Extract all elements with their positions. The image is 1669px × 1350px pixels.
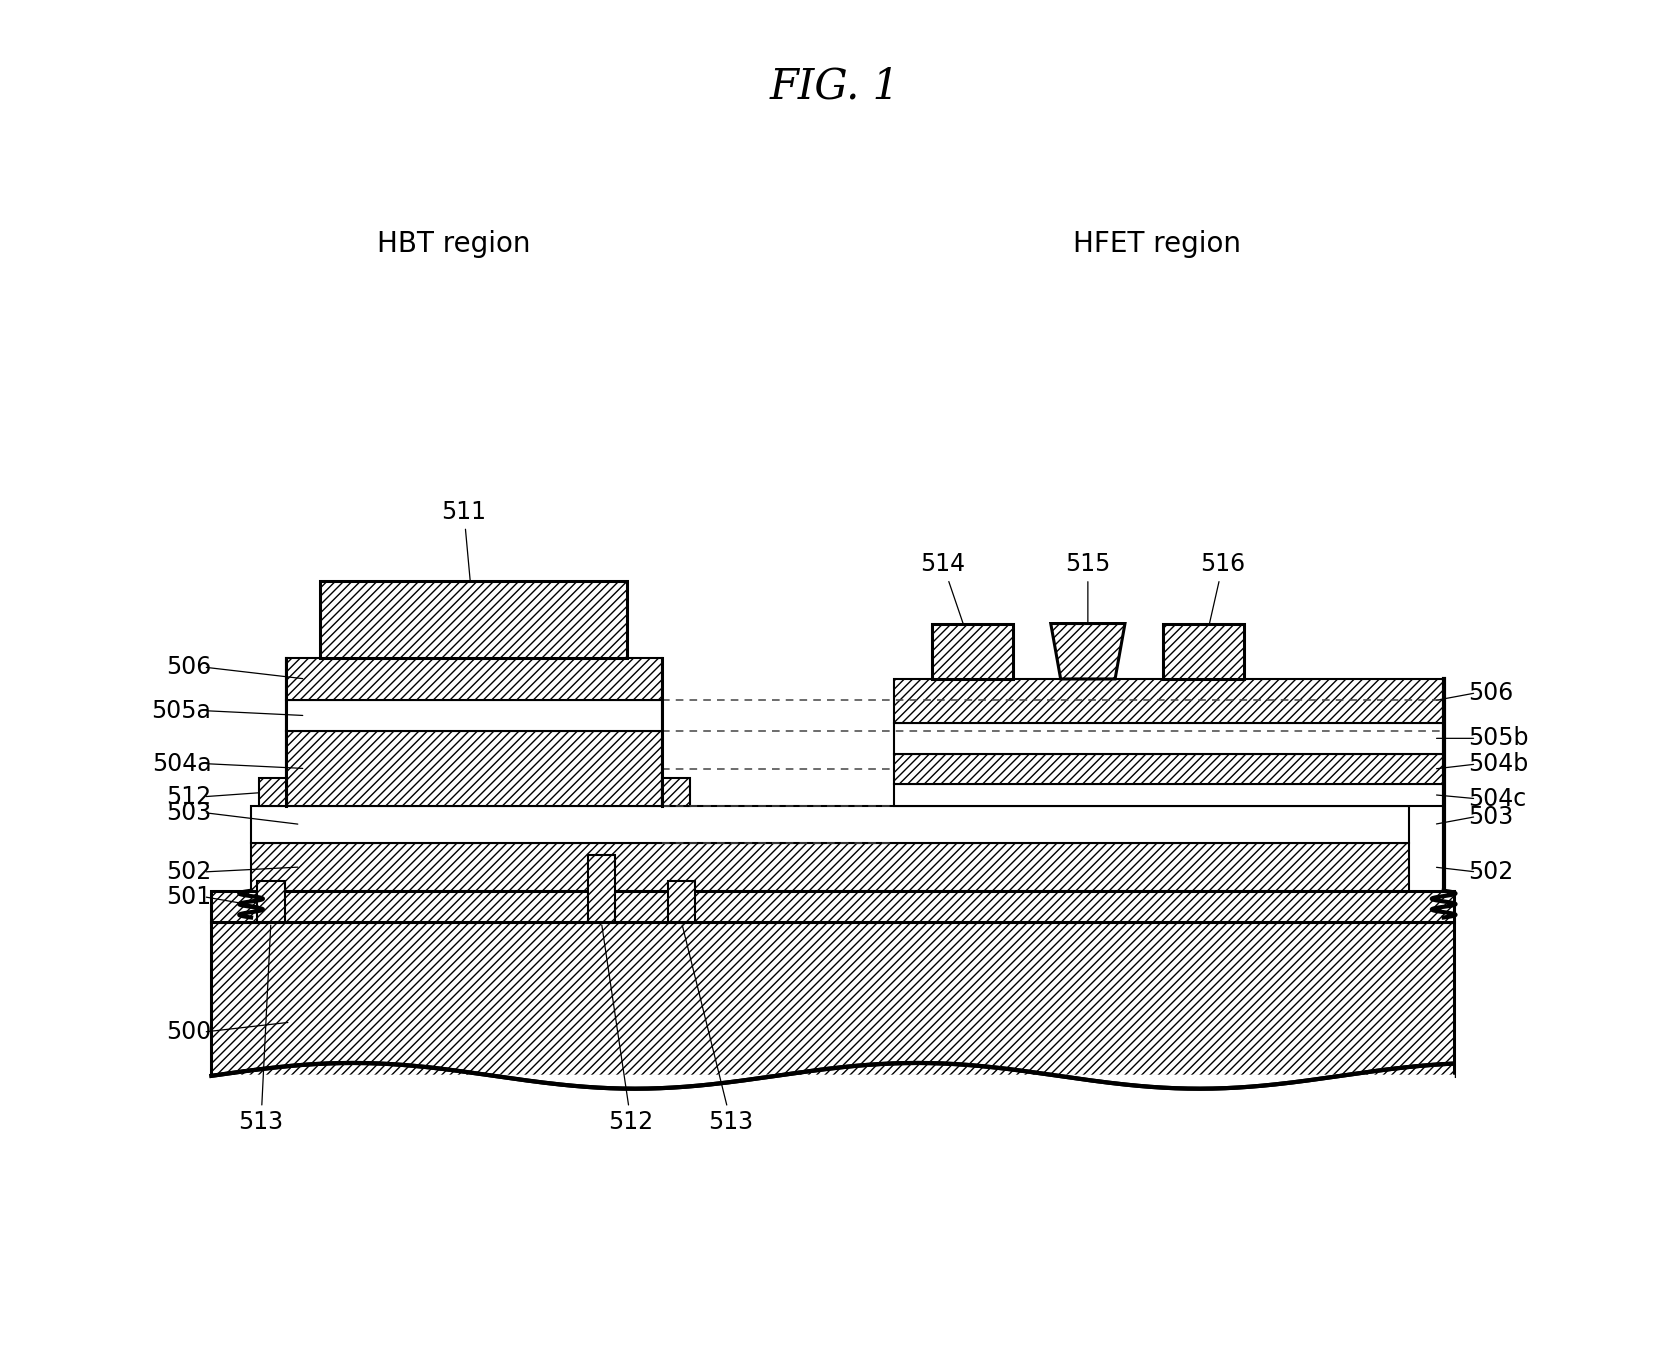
Text: 512: 512 (603, 925, 654, 1134)
Text: 515: 515 (1065, 552, 1110, 648)
Text: 501: 501 (167, 884, 212, 909)
Text: 514: 514 (920, 552, 971, 648)
Text: 502: 502 (167, 860, 212, 884)
Polygon shape (1051, 624, 1125, 679)
Bar (320, 580, 628, 659)
Text: 500: 500 (167, 1021, 212, 1044)
Bar (250, 806, 1409, 844)
Text: 504c: 504c (1469, 787, 1527, 811)
Bar (212, 922, 1454, 1076)
Bar (663, 778, 689, 806)
Text: 512: 512 (167, 784, 212, 809)
Bar (285, 659, 663, 699)
Text: 502: 502 (1469, 860, 1514, 884)
Text: 513: 513 (683, 925, 754, 1134)
Text: 513: 513 (239, 925, 284, 1134)
Text: 506: 506 (167, 655, 212, 679)
Bar (1163, 624, 1243, 679)
Bar (285, 699, 663, 732)
Text: HBT region: HBT region (377, 231, 531, 258)
Bar (668, 880, 696, 922)
Text: HFET region: HFET region (1073, 231, 1240, 258)
Bar (895, 722, 1444, 755)
Text: 503: 503 (167, 801, 212, 825)
Text: 504b: 504b (1469, 752, 1529, 776)
Bar (587, 855, 616, 922)
Bar (259, 778, 287, 806)
Bar (285, 732, 663, 806)
Text: FIG. 1: FIG. 1 (769, 65, 900, 107)
Bar (895, 755, 1444, 784)
Text: 504a: 504a (152, 752, 212, 776)
Text: 505b: 505b (1469, 726, 1529, 751)
Bar (895, 679, 1444, 722)
Bar (250, 844, 1409, 891)
Text: 516: 516 (1200, 552, 1245, 648)
Bar (212, 891, 1454, 922)
Text: 503: 503 (1469, 805, 1514, 829)
Text: 506: 506 (1469, 680, 1514, 705)
Text: 511: 511 (441, 500, 486, 617)
Text: 505a: 505a (152, 699, 212, 722)
Bar (257, 880, 285, 922)
Bar (931, 624, 1013, 679)
Bar (895, 784, 1444, 806)
